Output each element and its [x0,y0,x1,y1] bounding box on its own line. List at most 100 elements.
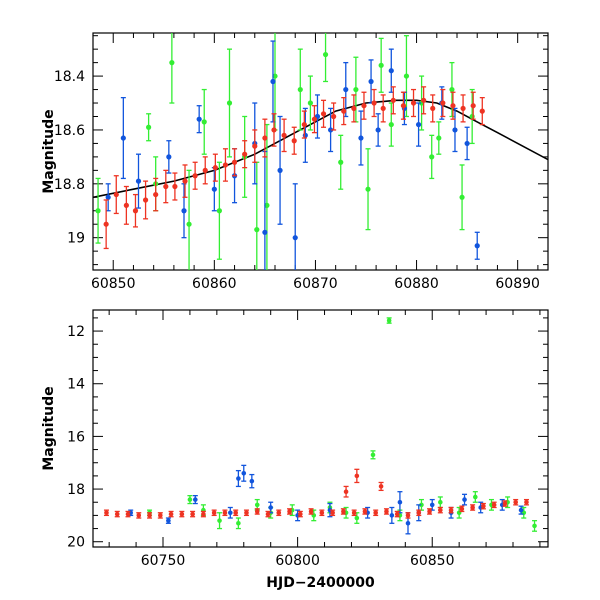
data-point [440,100,446,106]
data-point [104,510,109,516]
data-point [438,499,443,505]
green-series [147,317,538,532]
data-point [459,506,465,512]
blue-series [105,40,480,270]
data-point [262,135,268,141]
data-point [469,113,475,120]
data-point [438,507,443,513]
data-point [330,510,335,516]
y-axis-title: Magnitude [41,109,57,193]
data-point [187,497,193,502]
data-point [254,502,260,508]
data-point [113,191,119,198]
data-point [378,62,384,68]
data-point [268,505,273,510]
data-point [394,511,400,517]
data-point [388,121,394,128]
data-point [226,100,233,106]
y-tick-label: 12 [67,324,85,340]
data-point [319,510,325,516]
data-point [389,513,395,518]
data-point [491,502,497,508]
data-layer [103,317,538,535]
data-point [265,511,271,517]
data-point [169,60,175,66]
data-point [222,162,229,168]
data-point [281,132,287,138]
data-point [201,511,206,517]
plot-frame [92,309,549,548]
data-point [373,510,378,516]
data-point [125,511,131,517]
data-point [236,476,241,481]
data-point [351,105,357,112]
data-point [429,502,435,508]
data-point [254,509,260,514]
data-point [287,509,292,514]
data-point [419,502,424,508]
data-point [375,127,381,133]
x-tick-label: 60870 [293,276,338,292]
data-point [331,113,337,120]
data-point [470,505,475,510]
data-point [343,489,349,495]
data-point [192,173,198,179]
green-series [95,33,475,270]
data-point [368,78,374,85]
data-point [341,509,346,514]
data-point [429,154,435,160]
data-point [202,167,208,173]
data-point [136,513,142,518]
data-point [244,510,249,516]
data-point [272,73,278,79]
data-point [120,135,126,141]
data-point [518,507,524,513]
data-point [308,509,314,514]
red-series [103,86,485,250]
model-curve [93,99,548,199]
y-tick-label: 16 [67,429,85,445]
data-point [430,105,436,112]
data-point [450,103,456,109]
bottom-panel-full-light-curve: 60750 60800 60850 12 14 16 18 20 Magnitude HJD−24… [41,309,549,591]
x-tick-label: 60860 [192,276,237,292]
data-point [338,159,344,165]
data-point [351,510,357,516]
data-point [291,138,297,144]
data-point [95,208,101,214]
data-point [262,229,268,235]
data-point [196,116,202,122]
data-point [166,518,171,523]
data-point [343,86,349,93]
data-point [181,208,187,214]
data-point [354,473,360,479]
data-point [249,478,255,484]
data-point [502,501,508,506]
data-point [228,510,233,516]
data-point [532,523,537,529]
data-point [132,208,139,214]
data-point [473,494,478,500]
data-point [222,510,228,516]
plot-frame [92,32,549,271]
data-point [403,73,410,79]
x-tick-label: 60800 [275,553,320,569]
data-point [370,452,376,458]
data-point [415,121,422,128]
data-point [211,186,217,192]
data-point [297,86,303,93]
data-point [307,100,313,106]
x-tick-label: 60890 [495,276,540,292]
data-point [371,100,377,106]
blue-series [128,464,524,535]
data-point [190,511,195,517]
data-point [421,97,427,103]
data-point [380,105,386,112]
data-point [341,108,347,114]
x-tick-label: 60850 [91,276,136,292]
data-point [168,511,174,517]
data-point [233,510,238,516]
data-point [320,111,327,117]
data-point [217,518,222,523]
